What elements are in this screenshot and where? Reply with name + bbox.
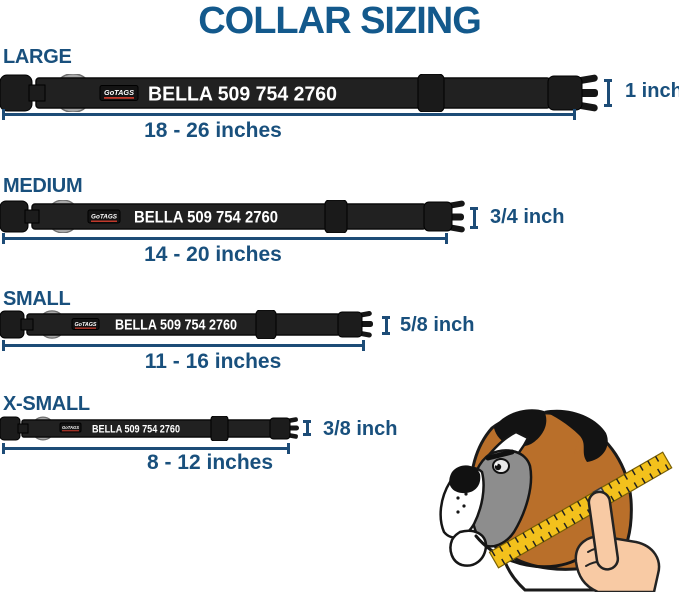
width-bracket-medium: [470, 207, 478, 229]
buckle-male-icon: [269, 417, 299, 440]
buckle-female-icon: [0, 200, 40, 233]
tri-glide-icon: [417, 74, 445, 112]
dog-eye: [485, 449, 515, 474]
brand-patch: GoTAGS: [99, 85, 139, 101]
buckle-female-icon: [0, 416, 29, 441]
width-label-xsmall: 3/8 inch: [323, 418, 398, 440]
hand-icon: [574, 490, 661, 592]
collar-graphic-small: GoTAGS BELLA 509 754 2760: [0, 310, 373, 339]
length-range-large: 18 - 26 inches: [144, 119, 282, 142]
width-bracket-xsmall: [303, 420, 311, 436]
brand-patch: GoTAGS: [87, 209, 121, 224]
brand-patch: GoTAGS: [71, 318, 100, 330]
collar-graphic-large: GoTAGS BELLA 509 754 2760: [0, 74, 598, 112]
length-line-large: [2, 109, 576, 120]
width-bracket-large: [604, 79, 612, 107]
length-range-xsmall: 8 - 12 inches: [146, 451, 274, 474]
size-label-large: LARGE: [3, 46, 72, 68]
width-label-small: 5/8 inch: [400, 314, 475, 336]
buckle-female-icon: [0, 310, 34, 339]
collar-graphic-xsmall: GoTAGS BELLA 509 754 2760: [0, 416, 299, 441]
brand-patch-text: GoTAGS: [104, 88, 134, 97]
width-label-large: 1 inch: [625, 80, 679, 102]
page-title: COLLAR SIZING: [198, 0, 482, 42]
brand-patch-text: GoTAGS: [62, 425, 79, 430]
tri-glide-icon: [210, 416, 229, 441]
length-line-medium: [2, 233, 448, 244]
length-line-small: [2, 340, 365, 351]
collar-personalization-text: BELLA 509 754 2760: [115, 318, 237, 334]
length-range-small: 11 - 16 inches: [144, 350, 282, 373]
width-label-medium: 3/4 inch: [490, 206, 565, 228]
length-range-medium: 14 - 20 inches: [144, 243, 282, 266]
brand-patch: GoTAGS: [59, 422, 82, 433]
collar-personalization-text: BELLA 509 754 2760: [134, 208, 278, 227]
buckle-male-icon: [423, 200, 465, 233]
size-label-small: SMALL: [3, 288, 71, 310]
tri-glide-icon: [324, 200, 348, 233]
collar-personalization-text: BELLA 509 754 2760: [92, 424, 180, 436]
size-label-xsmall: X-SMALL: [3, 393, 90, 415]
brand-patch-text: GoTAGS: [75, 322, 97, 328]
collar-personalization-text: BELLA 509 754 2760: [148, 83, 337, 106]
brand-patch-text: GoTAGS: [91, 214, 118, 221]
size-label-medium: MEDIUM: [3, 175, 83, 197]
length-line-xsmall: [2, 443, 290, 454]
tri-glide-icon: [255, 310, 277, 339]
dog-measurement-illustration: [439, 409, 673, 592]
buckle-female-icon: [0, 74, 46, 112]
buckle-male-icon: [337, 311, 373, 338]
buckle-male-icon: [547, 74, 598, 112]
width-bracket-small: [382, 316, 390, 335]
collar-graphic-medium: GoTAGS BELLA 509 754 2760: [0, 200, 465, 233]
